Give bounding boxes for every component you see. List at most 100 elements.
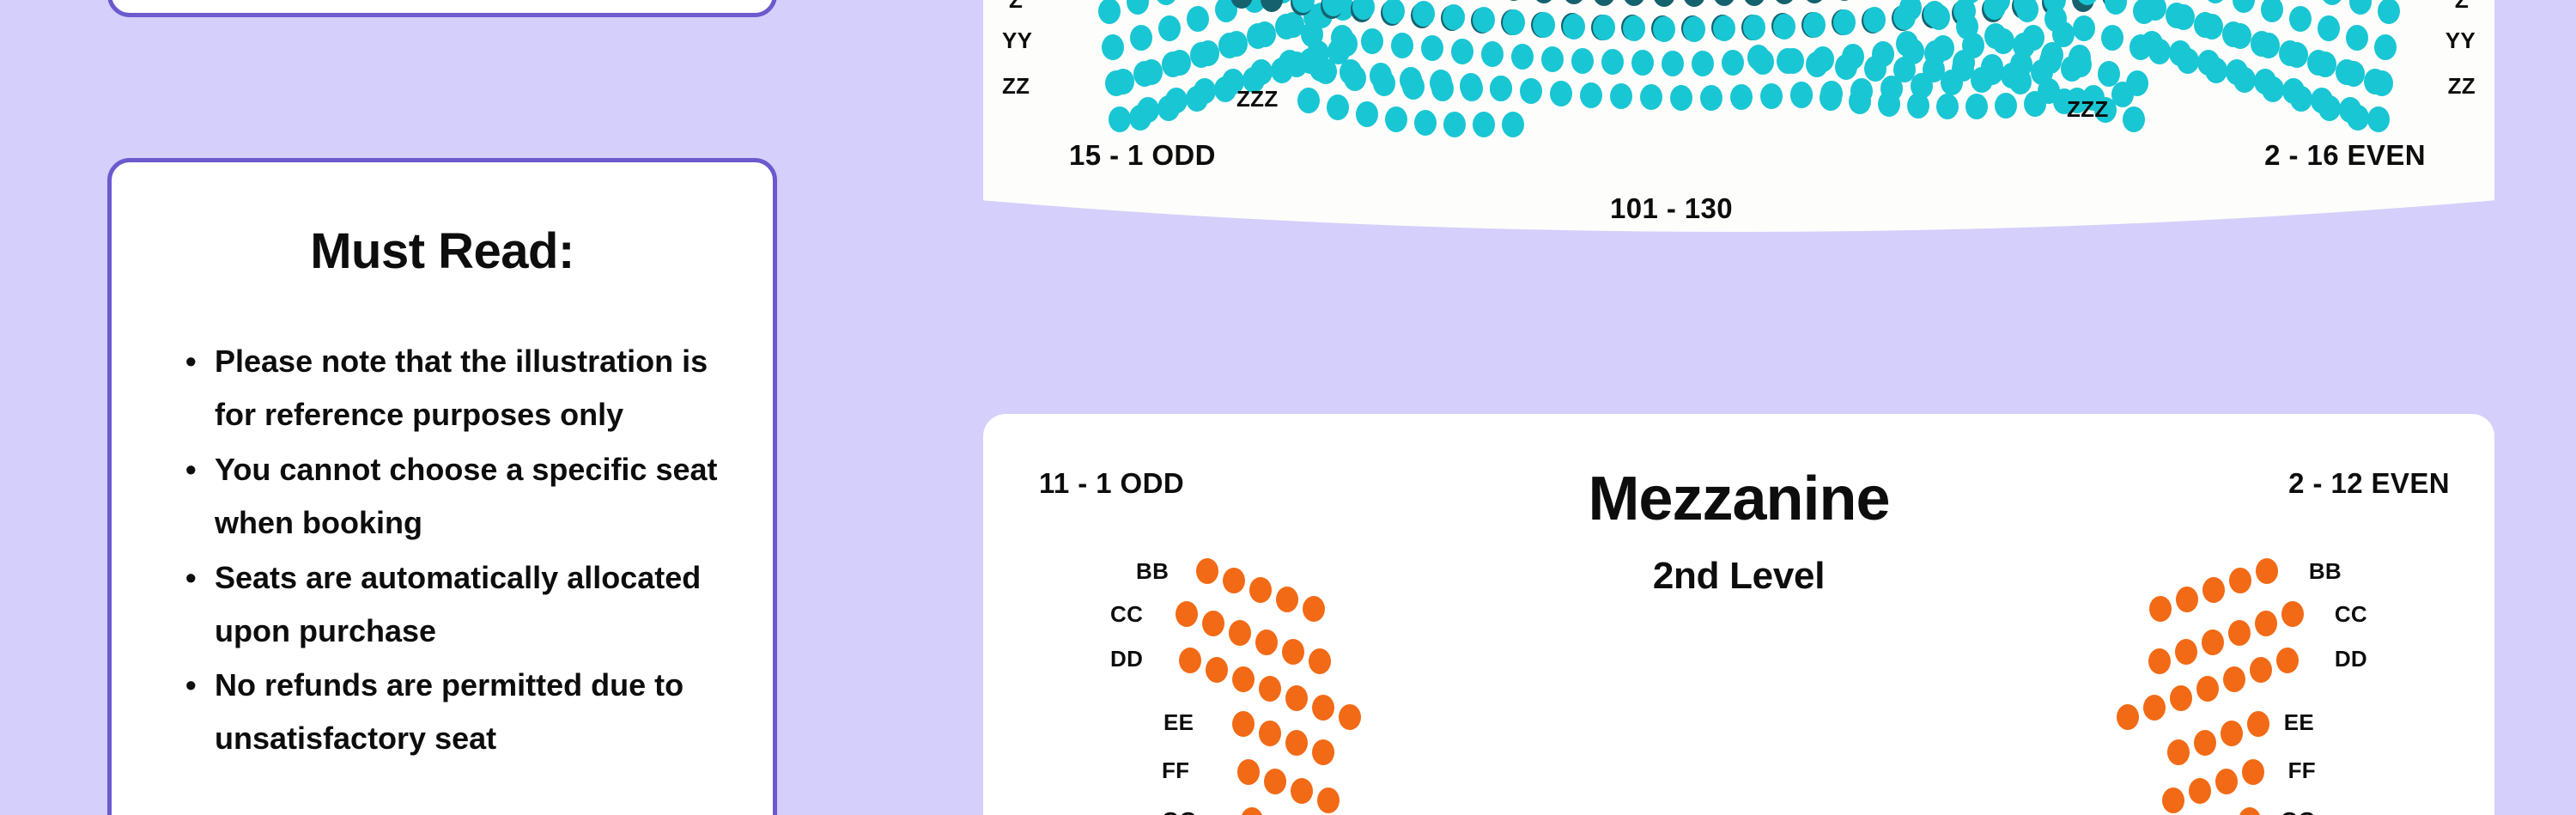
seat-dot[interactable] xyxy=(1953,50,1975,76)
seat-dot[interactable] xyxy=(2170,685,2192,711)
seat-dot[interactable] xyxy=(1820,84,1842,111)
seat-dot[interactable] xyxy=(1155,0,1177,5)
seat-dot[interactable] xyxy=(1291,778,1313,804)
seat-dot[interactable] xyxy=(2073,15,2095,41)
seat-dot[interactable] xyxy=(1593,0,1615,6)
seat-dot[interactable] xyxy=(2177,48,2199,74)
seat-dot[interactable] xyxy=(1956,14,1978,40)
seat-dot[interactable] xyxy=(2202,577,2225,603)
seat-dot[interactable] xyxy=(1276,587,1298,612)
seat-dot[interactable] xyxy=(2367,106,2390,132)
mezzanine-seat-grid[interactable] xyxy=(983,414,2494,815)
seat-dot[interactable] xyxy=(2076,0,2099,5)
seat-dot[interactable] xyxy=(1421,35,1443,62)
seat-dot[interactable] xyxy=(1563,0,1585,5)
seat-dot[interactable] xyxy=(1339,704,1361,730)
seat-dot[interactable] xyxy=(1301,21,1323,47)
seat-dot[interactable] xyxy=(1229,620,1251,646)
seat-dot[interactable] xyxy=(1550,80,1572,106)
seat-dot[interactable] xyxy=(2205,58,2227,83)
seat-dot[interactable] xyxy=(1402,73,1425,100)
seat-dot[interactable] xyxy=(1503,9,1525,36)
seat-dot[interactable] xyxy=(1259,676,1281,702)
seat-dot[interactable] xyxy=(1285,730,1308,756)
seat-dot[interactable] xyxy=(1312,739,1334,765)
seat-dot[interactable] xyxy=(1631,50,1654,76)
seat-dot[interactable] xyxy=(1473,7,1495,33)
seat-dot[interactable] xyxy=(2105,0,2127,15)
seat-dot[interactable] xyxy=(1623,0,1645,7)
seat-dot[interactable] xyxy=(2349,0,2372,15)
seat-dot[interactable] xyxy=(1928,4,1950,30)
seat-dot[interactable] xyxy=(1197,40,1219,66)
seat-dot[interactable] xyxy=(1127,0,1149,15)
seat-dot[interactable] xyxy=(1249,577,1272,603)
seat-dot[interactable] xyxy=(2239,807,2261,815)
seat-dot[interactable] xyxy=(1580,82,1602,108)
seat-dot[interactable] xyxy=(1503,0,1525,2)
seat-dot[interactable] xyxy=(2175,639,2197,665)
seat-dot[interactable] xyxy=(1312,695,1334,721)
seat-dot[interactable] xyxy=(1352,0,1375,21)
seat-dot[interactable] xyxy=(2256,558,2278,584)
seat-dot[interactable] xyxy=(2318,95,2341,121)
seat-dot[interactable] xyxy=(1924,40,1947,66)
seat-dot[interactable] xyxy=(2233,67,2256,93)
seat-dot[interactable] xyxy=(1303,596,1325,622)
seat-dot[interactable] xyxy=(1232,666,1255,692)
seat-dot[interactable] xyxy=(1803,11,1826,38)
seat-dot[interactable] xyxy=(2290,86,2312,112)
seat-dot[interactable] xyxy=(2215,769,2238,794)
seat-dot[interactable] xyxy=(1864,55,1886,82)
seat-dot[interactable] xyxy=(1130,25,1152,51)
seat-dot[interactable] xyxy=(2251,31,2273,57)
seat-dot[interactable] xyxy=(1713,0,1735,7)
seat-dot[interactable] xyxy=(2247,711,2269,737)
seat-dot[interactable] xyxy=(2148,648,2171,674)
seat-dot[interactable] xyxy=(1186,86,1208,112)
seat-dot[interactable] xyxy=(2098,61,2120,87)
seat-dot[interactable] xyxy=(2162,788,2184,813)
seat-dot[interactable] xyxy=(1773,13,1795,40)
seat-dot[interactable] xyxy=(1285,685,1308,711)
seat-dot[interactable] xyxy=(1670,84,1692,111)
seat-dot[interactable] xyxy=(1443,3,1465,30)
seat-dot[interactable] xyxy=(1520,78,1542,105)
seat-dot[interactable] xyxy=(2123,106,2145,132)
seat-dot[interactable] xyxy=(1533,0,1555,3)
seat-dot[interactable] xyxy=(2126,70,2148,96)
seat-dot[interactable] xyxy=(1187,6,1209,32)
seat-dot[interactable] xyxy=(1541,46,1564,72)
seat-dot[interactable] xyxy=(1936,93,1959,119)
seat-dot[interactable] xyxy=(1700,84,1722,111)
seat-dot[interactable] xyxy=(2189,778,2211,804)
seat-dot[interactable] xyxy=(1981,59,2003,85)
seat-dot[interactable] xyxy=(1254,21,1276,47)
seat-dot[interactable] xyxy=(1959,0,1982,3)
seat-dot[interactable] xyxy=(1563,13,1585,40)
seat-dot[interactable] xyxy=(1743,15,1765,41)
seat-dot[interactable] xyxy=(1230,0,1253,9)
seat-dot[interactable] xyxy=(1984,23,2007,49)
seat-dot[interactable] xyxy=(1451,38,1473,64)
seat-dot[interactable] xyxy=(1683,0,1705,7)
seat-dot[interactable] xyxy=(1743,0,1765,6)
seat-dot[interactable] xyxy=(2347,105,2369,131)
seat-dot[interactable] xyxy=(1722,50,1744,76)
seat-dot[interactable] xyxy=(1790,82,1813,107)
orchestra-section-card[interactable]: Z YY ZZ Z YY ZZ ZZZ ZZZ 15 - 1 ODD 2 - 1… xyxy=(983,0,2494,232)
seat-dot[interactable] xyxy=(1713,15,1735,42)
seat-dot[interactable] xyxy=(1833,9,1856,36)
seat-dot[interactable] xyxy=(2250,657,2272,683)
seat-dot[interactable] xyxy=(2038,78,2060,104)
seat-dot[interactable] xyxy=(1237,759,1260,785)
seat-dot[interactable] xyxy=(1473,112,1495,138)
seat-dot[interactable] xyxy=(2281,601,2304,627)
seat-dot[interactable] xyxy=(1391,32,1413,58)
seat-dot[interactable] xyxy=(1109,106,1131,132)
seat-dot[interactable] xyxy=(2262,76,2284,102)
seat-dot[interactable] xyxy=(2374,34,2397,60)
seat-dot[interactable] xyxy=(1653,15,1675,42)
seat-dot[interactable] xyxy=(1863,7,1886,33)
seat-dot[interactable] xyxy=(1282,639,1304,665)
